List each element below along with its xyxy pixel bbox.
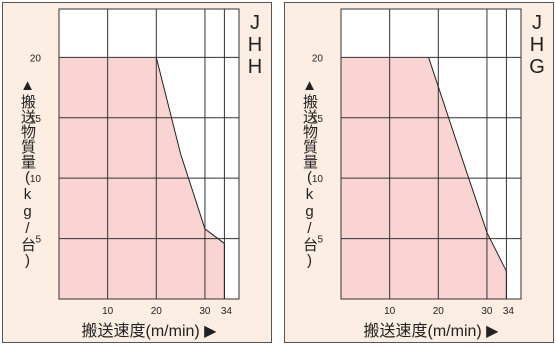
x-axis-label: 搬送速度(m/min) ▶ — [363, 323, 499, 340]
model-code-letter: H — [530, 34, 544, 56]
model-code-letter: J — [532, 12, 542, 34]
chart-svg-jhh: 10 20 30 34 5 10 15 20 JHH — [30, 8, 262, 317]
y-tick-label: 15 — [312, 114, 324, 125]
x-tick-label: 10 — [102, 306, 114, 317]
model-code-letter: J — [250, 12, 260, 34]
chart-svg-jhg: 10 20 30 34 5 10 15 20 JHG — [312, 8, 545, 317]
y-tick-label: 15 — [30, 114, 42, 125]
x-tick-label: 30 — [481, 306, 493, 317]
y-tick-label: 10 — [30, 174, 42, 185]
model-code-letter: G — [529, 56, 545, 78]
chart-panel-jhg: 10 20 30 34 5 10 15 20 J H G ▲搬送物質量(kg/台) 搬送速度(m/m… — [284, 2, 554, 343]
x-tick-label: 34 — [503, 306, 515, 317]
model-code-letter: H — [248, 34, 262, 56]
x-tick-label: 30 — [199, 306, 211, 317]
x-tick-label: 10 — [384, 306, 396, 317]
y-axis-label: ▲搬送物質量(kg/台) — [301, 77, 318, 269]
model-code-letter: H — [248, 56, 262, 78]
y-tick-label: 10 — [312, 174, 324, 185]
y-tick-label: 5 — [35, 235, 41, 246]
y-tick-label: 20 — [312, 53, 324, 64]
plot-frame — [340, 8, 522, 300]
x-tick-label: 20 — [151, 306, 163, 317]
x-tick-label: 20 — [433, 306, 445, 317]
chart-panel-jhh: 10 20 30 34 5 10 15 20 J H H ▲搬送物質量(kg/台) 搬送速度(m/m… — [2, 2, 272, 343]
plot-frame — [58, 8, 240, 300]
x-axis-label: 搬送速度(m/min) ▶ — [81, 323, 217, 340]
y-axis-label: ▲搬送物質量(kg/台) — [19, 77, 36, 269]
x-tick-label: 34 — [221, 306, 233, 317]
y-tick-label: 20 — [30, 53, 42, 64]
y-tick-label: 5 — [317, 235, 323, 246]
